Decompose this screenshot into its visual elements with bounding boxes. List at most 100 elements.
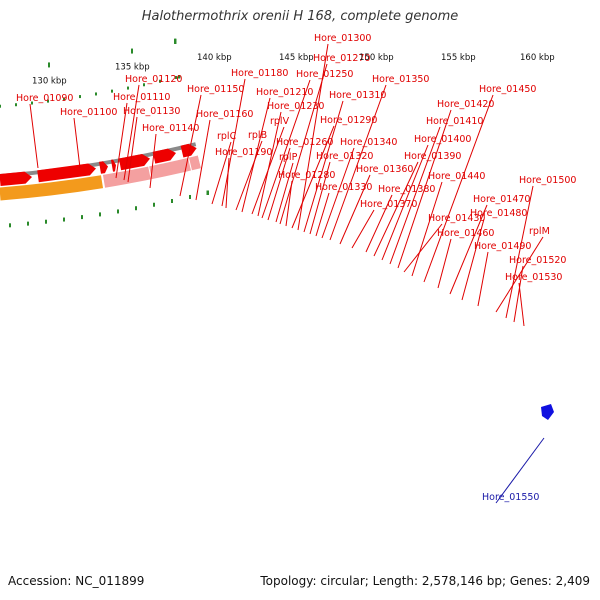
label-leader bbox=[241, 97, 271, 213]
gene-label: Hore_01250 bbox=[296, 69, 353, 80]
gene-label: Hore_01270 bbox=[313, 53, 370, 64]
accession-text: Accession: NC_011899 bbox=[8, 574, 145, 588]
gene-label: Hore_01500 bbox=[519, 175, 576, 186]
label-leader bbox=[329, 84, 387, 241]
label-leader bbox=[127, 116, 138, 183]
scale-label: 135 kbp bbox=[115, 63, 150, 73]
inner-tick bbox=[15, 103, 17, 107]
cds-arrow bbox=[110, 159, 116, 172]
label-leader bbox=[513, 265, 524, 323]
gene-labels: Hore_01090 Hore_01100 Hore_01110 Hore_01120… bbox=[16, 33, 576, 503]
label-leader bbox=[373, 161, 419, 257]
gene-label: Hore_01360 bbox=[356, 164, 413, 175]
scale-label: 155 kbp bbox=[441, 53, 476, 63]
outer-tick bbox=[206, 190, 209, 195]
gene-label: Hore_01430 bbox=[428, 213, 485, 224]
map-title: Halothermothrix orenii H 168, complete g… bbox=[141, 9, 459, 24]
label-leader bbox=[73, 117, 81, 169]
label-leader bbox=[279, 63, 328, 225]
gene-label: Hore_01460 bbox=[437, 228, 494, 239]
gene-label: Hore_01160 bbox=[196, 109, 253, 120]
gene-label: Hore_01310 bbox=[329, 90, 386, 101]
scale-label: 150 kbp bbox=[359, 53, 394, 63]
gene-label: Hore_01120 bbox=[125, 74, 182, 85]
scale-label: 140 kbp bbox=[197, 53, 232, 63]
label-leader bbox=[221, 78, 246, 207]
gene-label: Hore_01400 bbox=[414, 134, 471, 145]
scale-tick bbox=[131, 48, 133, 54]
label-leader bbox=[351, 209, 375, 249]
label-leader bbox=[257, 111, 282, 217]
label-leader bbox=[261, 79, 311, 219]
outer-tick bbox=[189, 194, 191, 199]
label-leader bbox=[285, 180, 293, 227]
feature-block bbox=[0, 175, 104, 201]
gene-label: Hore_01490 bbox=[474, 241, 531, 252]
outer-tick bbox=[153, 202, 155, 207]
backbone-arc bbox=[0, 142, 197, 178]
label-leader bbox=[309, 161, 331, 235]
block-separator bbox=[187, 157, 193, 172]
gene-label: Hore_01180 bbox=[231, 68, 288, 79]
label-leader-lines bbox=[29, 43, 545, 504]
gene-label: Hore_01130 bbox=[123, 106, 180, 117]
gene-label: Hore_01340 bbox=[340, 137, 397, 148]
label-leader bbox=[461, 218, 485, 301]
label-leader bbox=[495, 437, 545, 504]
outer-tick bbox=[81, 215, 83, 220]
label-leader bbox=[195, 119, 211, 201]
gene-label: Hore_01450 bbox=[479, 84, 536, 95]
block-separator bbox=[197, 154, 203, 169]
inner-tick bbox=[111, 89, 113, 93]
gene-label: Hore_01090 bbox=[16, 93, 73, 104]
gene-label: Hore_01100 bbox=[60, 107, 117, 118]
cds-arrow bbox=[99, 161, 108, 174]
gene-label: Hore_01140 bbox=[142, 123, 199, 134]
label-leader bbox=[365, 194, 393, 253]
label-leader bbox=[179, 94, 202, 197]
cds-arrow bbox=[152, 148, 176, 164]
label-leader bbox=[123, 84, 140, 181]
label-leader bbox=[303, 100, 344, 233]
gene-label: Hore_01520 bbox=[509, 255, 566, 266]
gene-label: Hore_01420 bbox=[437, 99, 494, 110]
gene-label: Hore_01480 bbox=[470, 208, 527, 219]
label-leader bbox=[115, 102, 128, 179]
inner-tick bbox=[178, 75, 181, 79]
label-leader bbox=[423, 94, 494, 283]
label-leader bbox=[505, 185, 534, 319]
cds-arrow bbox=[0, 171, 32, 186]
label-leader bbox=[321, 147, 355, 239]
outer-tick bbox=[99, 212, 101, 217]
label-leader bbox=[235, 140, 263, 211]
gene-label: Hore_01150 bbox=[187, 84, 244, 95]
label-leader bbox=[29, 103, 39, 169]
label-leader bbox=[291, 125, 335, 229]
gene-label: Hore_01470 bbox=[473, 194, 530, 205]
gene-label: Hore_01350 bbox=[372, 74, 429, 85]
gene-label: rplB bbox=[248, 130, 267, 141]
gene-label: Hore_01370 bbox=[360, 199, 417, 210]
inner-tick bbox=[159, 79, 161, 83]
gene-label: Hore_01380 bbox=[378, 184, 435, 195]
inner-tick bbox=[31, 101, 33, 105]
scale-label: 145 kbp bbox=[279, 53, 314, 63]
gene-label: Hore_01390 bbox=[404, 151, 461, 162]
label-leader bbox=[211, 141, 232, 205]
inner-tick bbox=[79, 95, 81, 99]
label-leader bbox=[339, 174, 371, 245]
gene-label: Hore_01330 bbox=[315, 182, 372, 193]
label-leader bbox=[267, 147, 291, 221]
gene-label: Hore_01300 bbox=[314, 33, 371, 44]
scale-label: 160 kbp bbox=[520, 53, 555, 63]
outer-tick bbox=[117, 209, 119, 214]
scale-tick bbox=[174, 38, 177, 44]
label-leader bbox=[437, 238, 452, 289]
scale-tick bbox=[48, 62, 50, 68]
label-leader bbox=[449, 204, 488, 295]
gene-label: Hore_01440 bbox=[428, 171, 485, 182]
outer-tick bbox=[27, 221, 29, 226]
inner-tick bbox=[143, 83, 145, 87]
cds-arrow bbox=[180, 143, 197, 158]
